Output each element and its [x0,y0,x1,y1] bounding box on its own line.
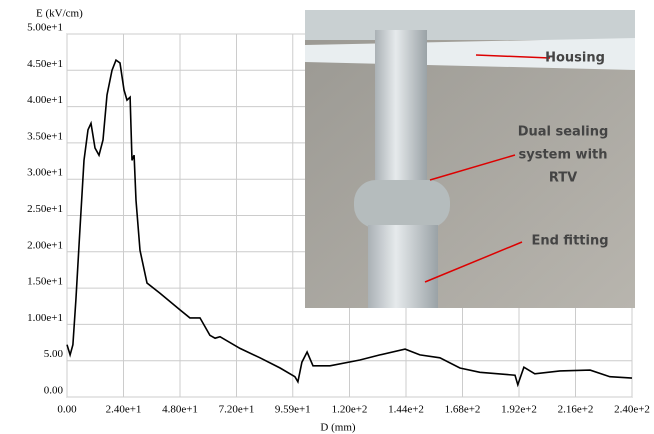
photo [305,10,635,308]
y-tick-label: 3.00e+1 [27,167,63,179]
x-tick-label: 1.20e+2 [332,404,368,416]
x-tick-label: 0.00 [57,404,77,416]
x-tick-label: 4.80e+1 [162,404,198,416]
data-line [66,58,633,388]
end-fitting [368,225,438,308]
pointer [429,154,516,181]
annotation: RTV [549,171,577,186]
x-tick-label: 7.20e+1 [219,404,255,416]
x-tick-label: 2.40e+2 [614,404,650,416]
sealing-ring [354,180,450,228]
pointer [424,241,523,283]
y-tick-label: 3.50e+1 [27,130,63,142]
y-tick-label: 5.00e+1 [27,22,63,34]
photo-top [305,10,635,40]
x-tick-label: 1.44e+2 [388,404,424,416]
pointer [475,54,551,59]
x-tick-label: 1.68e+2 [445,404,481,416]
x-tick-label: 2.16e+2 [558,404,594,416]
y-tick-label: 5.00 [44,348,64,360]
y-tick-label: 0.00 [44,385,64,397]
annotation: system with [519,148,608,163]
annotation: Dual sealing [518,125,609,140]
x-axis-label: D (mm) [320,422,355,434]
y-tick-label: 1.50e+1 [27,276,63,288]
x-tick-label: 9.59e+1 [275,404,311,416]
y-tick-label: 1.00e+1 [27,312,63,324]
y-tick-label: 4.00e+1 [27,94,63,106]
y-tick-label: 2.00e+1 [27,239,63,251]
y-tick-label: 4.50e+1 [27,58,63,70]
x-tick-label: 2.40e+1 [106,404,142,416]
y-axis-label: E (kV/cm) [36,8,83,20]
annotation: Housing [545,51,605,66]
annotation: End fitting [531,234,608,249]
x-tick-label: 1.92e+2 [501,404,537,416]
y-tick-label: 2.50e+1 [27,203,63,215]
